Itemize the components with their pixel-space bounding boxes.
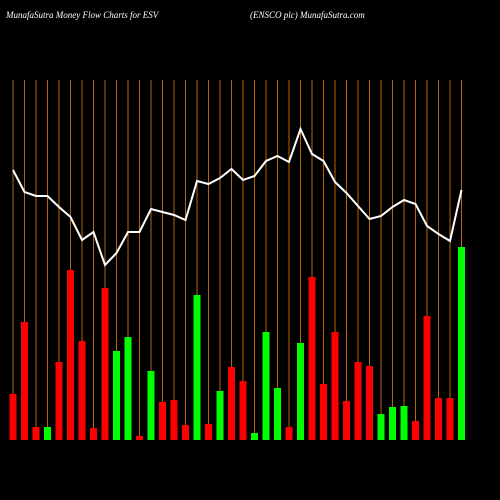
bar — [170, 400, 178, 440]
bar — [44, 427, 51, 440]
bar — [435, 398, 442, 440]
bar — [193, 295, 201, 440]
bar — [320, 384, 327, 440]
bar — [400, 406, 408, 440]
bar — [423, 316, 431, 440]
bar — [205, 424, 212, 440]
bar — [90, 428, 97, 440]
bar — [262, 332, 270, 440]
bar — [182, 425, 189, 440]
bar — [389, 407, 396, 440]
bar — [147, 371, 155, 440]
bar — [354, 362, 362, 440]
bar — [308, 277, 316, 440]
bar — [285, 427, 293, 440]
bar — [239, 381, 247, 440]
bar — [67, 270, 74, 440]
bar — [136, 436, 143, 440]
bar — [458, 247, 465, 440]
bar — [366, 366, 373, 440]
bar — [412, 421, 419, 440]
chart-title: MunafaSutra Money Flow Charts for ESV — [5, 10, 160, 20]
bar — [228, 367, 235, 440]
bar — [9, 394, 17, 440]
bar — [78, 341, 86, 440]
bar — [101, 288, 109, 440]
bar — [216, 391, 224, 440]
bar — [251, 433, 258, 440]
bar — [297, 343, 304, 440]
bar — [55, 362, 63, 440]
bar — [124, 337, 132, 440]
bar — [21, 322, 28, 440]
chart-subtitle: (ENSCO plc) MunafaSutra.com — [250, 10, 365, 20]
bar — [159, 402, 166, 440]
bar — [274, 388, 281, 440]
bar — [32, 427, 40, 440]
bar — [446, 398, 454, 440]
bar — [343, 401, 350, 440]
bar — [113, 351, 120, 440]
line — [12, 126, 463, 267]
bar — [331, 332, 339, 440]
bar — [377, 414, 385, 440]
